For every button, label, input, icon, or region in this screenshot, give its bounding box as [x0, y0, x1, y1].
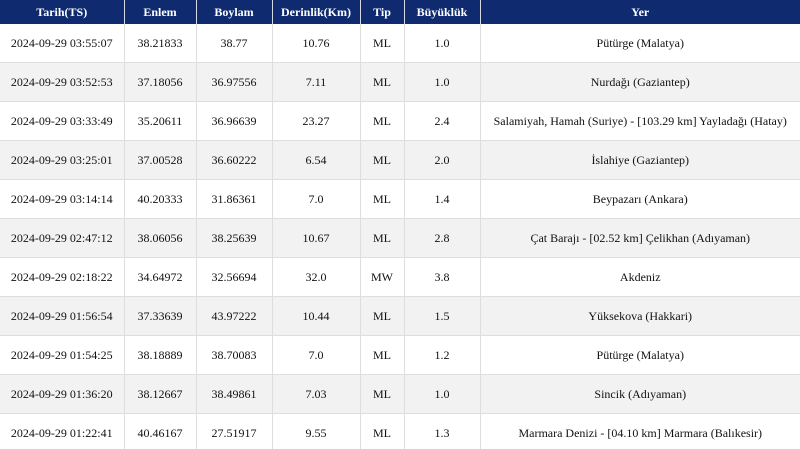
depth-cell: 9.55 — [272, 413, 361, 449]
latitude-cell: 38.18889 — [124, 335, 197, 375]
date-cell: 2024-09-29 01:36:20 — [0, 374, 125, 414]
depth-cell: 10.67 — [272, 218, 361, 258]
magnitude-cell: 1.0 — [404, 62, 481, 102]
magnitude-cell: 1.0 — [404, 24, 481, 63]
latitude-cell: 37.33639 — [124, 296, 197, 336]
depth-cell: 7.03 — [272, 374, 361, 414]
table-row[interactable]: 2024-09-29 01:56:54 37.33639 43.97222 10.44… — [0, 296, 800, 336]
magnitude-cell: 2.0 — [404, 140, 481, 180]
column-header-magnitude[interactable]: Büyüklük — [404, 0, 481, 24]
date-cell: 2024-09-29 01:22:41 — [0, 413, 125, 449]
table-row[interactable]: 2024-09-29 01:54:25 38.18889 38.70083 7.0 ML… — [0, 335, 800, 375]
depth-cell: 32.0 — [272, 257, 361, 297]
table-row[interactable]: 2024-09-29 02:47:12 38.06056 38.25639 10.67… — [0, 218, 800, 258]
longitude-cell: 36.97556 — [196, 62, 273, 102]
longitude-cell: 43.97222 — [196, 296, 273, 336]
type-cell: ML — [360, 179, 405, 219]
latitude-cell: 40.46167 — [124, 413, 197, 449]
longitude-cell: 38.70083 — [196, 335, 273, 375]
date-cell: 2024-09-29 01:56:54 — [0, 296, 125, 336]
type-cell: ML — [360, 374, 405, 414]
magnitude-cell: 1.0 — [404, 374, 481, 414]
longitude-cell: 31.86361 — [196, 179, 273, 219]
latitude-cell: 37.00528 — [124, 140, 197, 180]
depth-cell: 7.11 — [272, 62, 361, 102]
latitude-cell: 38.12667 — [124, 374, 197, 414]
type-cell: ML — [360, 24, 405, 63]
table-row[interactable]: 2024-09-29 03:25:01 37.00528 36.60222 6.54 M… — [0, 140, 800, 180]
date-cell: 2024-09-29 01:54:25 — [0, 335, 125, 375]
type-cell: ML — [360, 140, 405, 180]
location-cell: Beypazarı (Ankara) — [480, 179, 800, 219]
magnitude-cell: 1.2 — [404, 335, 481, 375]
column-header-latitude[interactable]: Enlem — [124, 0, 197, 24]
column-header-type[interactable]: Tip — [360, 0, 405, 24]
magnitude-cell: 3.8 — [404, 257, 481, 297]
table-body: 2024-09-29 03:55:07 38.21833 38.77 10.76 ML 1… — [0, 24, 800, 449]
latitude-cell: 38.06056 — [124, 218, 197, 258]
type-cell: MW — [360, 257, 405, 297]
longitude-cell: 36.96639 — [196, 101, 273, 141]
latitude-cell: 35.20611 — [124, 101, 197, 141]
date-cell: 2024-09-29 02:18:22 — [0, 257, 125, 297]
location-cell: Yüksekova (Hakkari) — [480, 296, 800, 336]
depth-cell: 6.54 — [272, 140, 361, 180]
table-header-row: Tarih(TS) Enlem Boylam Derinlik(Km) Tip … — [0, 0, 800, 24]
depth-cell: 7.0 — [272, 335, 361, 375]
location-cell: Akdeniz — [480, 257, 800, 297]
longitude-cell: 38.49861 — [196, 374, 273, 414]
longitude-cell: 36.60222 — [196, 140, 273, 180]
depth-cell: 23.27 — [272, 101, 361, 141]
depth-cell: 10.44 — [272, 296, 361, 336]
magnitude-cell: 2.8 — [404, 218, 481, 258]
latitude-cell: 34.64972 — [124, 257, 197, 297]
longitude-cell: 38.25639 — [196, 218, 273, 258]
table-row[interactable]: 2024-09-29 03:55:07 38.21833 38.77 10.76 ML 1… — [0, 24, 800, 63]
latitude-cell: 40.20333 — [124, 179, 197, 219]
table-row[interactable]: 2024-09-29 03:52:53 37.18056 36.97556 7.11 M… — [0, 62, 800, 102]
longitude-cell: 38.77 — [196, 24, 273, 63]
type-cell: ML — [360, 335, 405, 375]
column-header-date[interactable]: Tarih(TS) — [0, 0, 125, 24]
table-row[interactable]: 2024-09-29 03:33:49 35.20611 36.96639 23.27… — [0, 101, 800, 141]
date-cell: 2024-09-29 03:33:49 — [0, 101, 125, 141]
magnitude-cell: 1.4 — [404, 179, 481, 219]
date-cell: 2024-09-29 03:55:07 — [0, 24, 125, 63]
location-cell: Pütürge (Malatya) — [480, 335, 800, 375]
magnitude-cell: 1.3 — [404, 413, 481, 449]
depth-cell: 10.76 — [272, 24, 361, 63]
location-cell: Salamiyah, Hamah (Suriye) - [103.29 km] … — [480, 101, 800, 141]
date-cell: 2024-09-29 03:52:53 — [0, 62, 125, 102]
date-cell: 2024-09-29 02:47:12 — [0, 218, 125, 258]
latitude-cell: 37.18056 — [124, 62, 197, 102]
location-cell: İslahiye (Gaziantep) — [480, 140, 800, 180]
location-cell: Nurdağı (Gaziantep) — [480, 62, 800, 102]
type-cell: ML — [360, 296, 405, 336]
date-cell: 2024-09-29 03:25:01 — [0, 140, 125, 180]
location-cell: Marmara Denizi - [04.10 km] Marmara (Bal… — [480, 413, 800, 449]
location-cell: Sincik (Adıyaman) — [480, 374, 800, 414]
column-header-longitude[interactable]: Boylam — [196, 0, 273, 24]
table-row[interactable]: 2024-09-29 02:18:22 34.64972 32.56694 32.0 M… — [0, 257, 800, 297]
table-row[interactable]: 2024-09-29 01:22:41 40.46167 27.51917 9.55 M… — [0, 413, 800, 449]
magnitude-cell: 1.5 — [404, 296, 481, 336]
type-cell: ML — [360, 101, 405, 141]
magnitude-cell: 2.4 — [404, 101, 481, 141]
depth-cell: 7.0 — [272, 179, 361, 219]
location-cell: Pütürge (Malatya) — [480, 24, 800, 63]
table-row[interactable]: 2024-09-29 03:14:14 40.20333 31.86361 7.0 ML… — [0, 179, 800, 219]
latitude-cell: 38.21833 — [124, 24, 197, 63]
date-cell: 2024-09-29 03:14:14 — [0, 179, 125, 219]
column-header-depth[interactable]: Derinlik(Km) — [272, 0, 361, 24]
location-cell: Çat Barajı - [02.52 km] Çelikhan (Adıyam… — [480, 218, 800, 258]
column-header-location[interactable]: Yer — [480, 0, 800, 24]
type-cell: ML — [360, 218, 405, 258]
type-cell: ML — [360, 413, 405, 449]
table-row[interactable]: 2024-09-29 01:36:20 38.12667 38.49861 7.03 M… — [0, 374, 800, 414]
type-cell: ML — [360, 62, 405, 102]
longitude-cell: 32.56694 — [196, 257, 273, 297]
longitude-cell: 27.51917 — [196, 413, 273, 449]
